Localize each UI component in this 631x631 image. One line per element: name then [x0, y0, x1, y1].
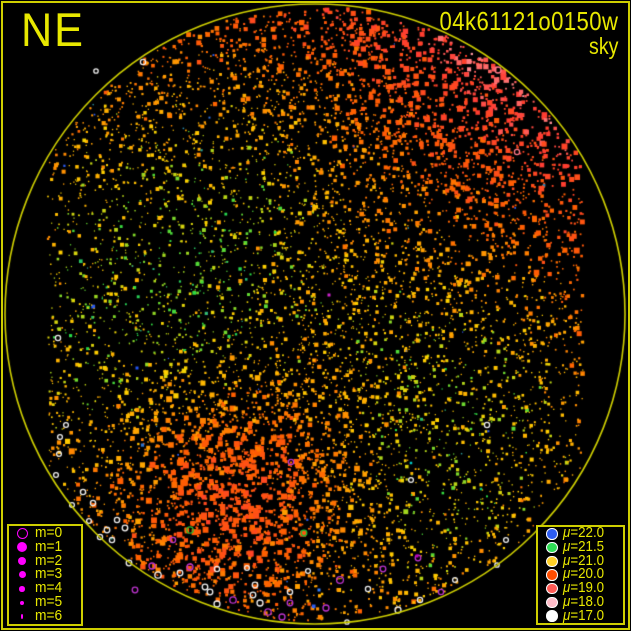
mu-symbol: μ	[562, 566, 570, 583]
brightness-swatch-icon	[546, 555, 558, 568]
sky-brightness-legend: μ=22.0 μ=21.5 μ=21.0 μ=20.0 μ=19.0 μ=18.…	[536, 525, 625, 625]
mu-symbol: μ	[562, 539, 570, 556]
legend-row: m=0	[9, 524, 81, 541]
legend-row: μ=20.0	[538, 566, 623, 583]
magnitude-marker-icon	[16, 527, 28, 539]
magnitude-marker-icon	[20, 614, 24, 620]
mu-symbol: μ	[562, 607, 570, 624]
brightness-label: =19.0	[569, 580, 604, 597]
magnitude-marker-icon	[17, 556, 27, 566]
legend-row: μ=17.0	[538, 607, 623, 624]
brightness-swatch-icon	[546, 610, 558, 622]
magnitude-label: m=1	[35, 538, 63, 555]
chart-title: 04k61121o0150w	[439, 6, 618, 36]
legend-row: μ=21.0	[538, 554, 623, 568]
magnitude-label: m=4	[35, 580, 63, 597]
legend-row: μ=19.0	[538, 580, 623, 597]
legend-row: m=2	[9, 552, 81, 569]
legend-row: μ=22.0	[538, 525, 623, 542]
title-block: 04k61121o0150w sky	[439, 6, 618, 59]
magnitude-marker-icon	[19, 586, 25, 592]
brightness-swatch-icon	[546, 569, 558, 581]
legend-row: m=1	[9, 538, 81, 555]
magnitude-label: m=0	[35, 524, 63, 541]
magnitude-legend: m=0 m=1 m=2 m=3 m=4 m=5 m=6	[7, 524, 83, 626]
legend-row: μ=21.5	[538, 539, 623, 556]
brightness-swatch-icon	[546, 528, 558, 540]
mu-symbol: μ	[562, 525, 570, 542]
legend-row: m=4	[9, 580, 81, 597]
brightness-label: =17.0	[569, 607, 604, 624]
brightness-swatch-icon	[546, 541, 558, 554]
magnitude-marker-icon	[20, 600, 24, 605]
chart-subtitle: sky	[588, 33, 618, 59]
legend-row: m=6	[9, 608, 81, 625]
brightness-label: =18.0	[569, 593, 604, 610]
mu-symbol: μ	[562, 552, 570, 569]
magnitude-label: m=2	[35, 552, 63, 569]
legend-row: m=3	[9, 566, 81, 583]
brightness-label: =22.0	[569, 525, 604, 542]
legend-row: μ=18.0	[538, 593, 623, 610]
brightness-swatch-icon	[546, 582, 558, 595]
brightness-label: =21.5	[569, 539, 604, 556]
magnitude-label: m=3	[35, 566, 63, 583]
mu-symbol: μ	[562, 593, 570, 610]
orientation-label: NE	[21, 3, 85, 56]
brightness-label: =21.0	[569, 552, 604, 569]
magnitude-marker-icon	[17, 542, 27, 553]
brightness-label: =20.0	[569, 566, 604, 583]
brightness-swatch-icon	[546, 596, 558, 609]
mu-symbol: μ	[562, 580, 570, 597]
legend-row: m=5	[9, 594, 81, 611]
magnitude-label: m=6	[35, 608, 63, 625]
magnitude-label: m=5	[35, 594, 63, 611]
magnitude-marker-icon	[18, 571, 26, 579]
